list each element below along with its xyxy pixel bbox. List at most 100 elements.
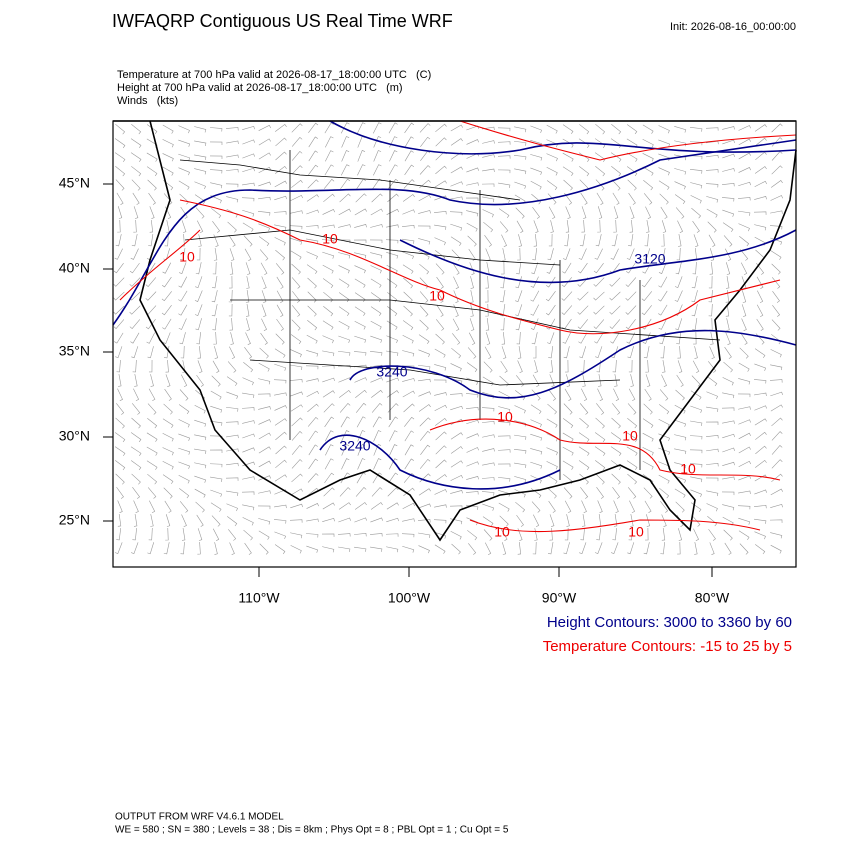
wind-barb — [596, 528, 602, 541]
wind-barb — [661, 514, 667, 527]
wind-barb — [162, 139, 174, 148]
wind-barb — [436, 290, 444, 303]
wind-barb — [290, 545, 302, 554]
wind-barb — [598, 374, 602, 387]
wind-barb — [179, 389, 189, 401]
wind-barb — [403, 305, 413, 317]
wind-barb — [707, 376, 718, 387]
wind-barb — [450, 196, 463, 200]
wind-barb — [373, 458, 382, 470]
wind-barb — [581, 206, 587, 219]
wind-barb — [579, 473, 589, 485]
wind-barb — [483, 529, 493, 541]
wind-barb — [517, 247, 521, 261]
wind-barb — [658, 167, 670, 176]
wind-barb — [501, 261, 505, 275]
wind-barb — [357, 458, 366, 470]
wind-barb — [354, 252, 367, 259]
wind-barb — [754, 504, 767, 509]
contour-label: 3120 — [634, 251, 665, 267]
wind-barb — [515, 390, 526, 401]
wind-barb — [194, 488, 206, 498]
wind-barb — [482, 434, 495, 438]
wind-barb — [594, 446, 606, 457]
wind-barb — [226, 169, 239, 173]
wind-barb — [514, 405, 526, 414]
contour-label: 10 — [680, 461, 696, 477]
wind-barb — [146, 460, 158, 470]
wind-barb — [275, 151, 287, 161]
wind-barb — [450, 166, 463, 174]
wind-barb — [214, 542, 218, 555]
wind-barb — [548, 388, 556, 401]
wind-barb — [675, 389, 685, 401]
wind-barb — [388, 472, 399, 484]
wind-barb — [150, 374, 154, 387]
wind-barb — [609, 305, 621, 315]
wind-barb — [435, 333, 445, 345]
wind-barb — [194, 404, 206, 414]
wind-barb — [225, 127, 239, 131]
wind-barb — [738, 125, 751, 131]
wind-barb — [373, 430, 382, 442]
wind-barb — [483, 221, 494, 233]
wind-barb — [566, 514, 570, 527]
wind-barb — [677, 220, 683, 233]
wind-barb — [371, 487, 383, 497]
wind-barb — [402, 502, 415, 509]
wind-barb — [770, 349, 782, 358]
wind-barb — [465, 197, 479, 201]
wind-barb — [147, 403, 157, 415]
wind-barb — [612, 192, 620, 205]
wind-barb — [466, 447, 479, 453]
wind-barb — [180, 345, 185, 359]
wind-barb — [561, 305, 573, 315]
wind-barb — [354, 320, 366, 330]
wind-barb — [322, 251, 335, 259]
wind-barb — [244, 542, 252, 555]
wind-barb — [626, 262, 636, 274]
wind-barb — [162, 418, 174, 428]
wind-barb — [753, 211, 767, 215]
wind-barb — [418, 364, 431, 370]
wind-barb — [706, 503, 718, 512]
wind-barb — [388, 178, 399, 189]
wind-barb — [291, 277, 301, 289]
wind-barb — [533, 234, 538, 247]
wind-barb — [321, 239, 335, 244]
wind-barb — [754, 489, 767, 495]
wind-barb — [245, 262, 251, 275]
wind-barb — [596, 403, 605, 415]
wind-barb — [741, 318, 747, 331]
wind-barb — [275, 445, 287, 455]
wind-barb — [340, 122, 350, 134]
wind-barb — [467, 235, 477, 247]
wind-barb — [579, 234, 586, 247]
wind-barb — [450, 181, 463, 187]
wind-barb — [532, 374, 540, 387]
wind-barb — [741, 290, 747, 303]
wind-barb — [308, 136, 318, 148]
wind-barb — [722, 126, 735, 130]
wind-barb — [436, 319, 445, 331]
wind-barb — [146, 332, 156, 344]
wind-barb — [754, 124, 767, 132]
wind-barb — [756, 318, 764, 331]
wind-barb — [547, 332, 555, 345]
wind-barb — [594, 432, 606, 443]
wind-barb — [738, 181, 751, 187]
wind-barb — [661, 374, 667, 387]
wind-barb — [387, 193, 399, 203]
wind-barb — [641, 291, 653, 302]
wind-barb — [226, 406, 239, 412]
wind-barb — [114, 152, 126, 163]
wind-barb — [194, 304, 203, 316]
wind-barb — [754, 474, 767, 482]
wind-barb — [134, 374, 138, 387]
wind-barb — [164, 233, 169, 247]
wind-barb — [147, 542, 155, 555]
wind-barb — [161, 305, 172, 316]
wind-barb — [258, 475, 271, 481]
wind-barb — [642, 139, 654, 148]
wind-barb — [693, 528, 699, 541]
